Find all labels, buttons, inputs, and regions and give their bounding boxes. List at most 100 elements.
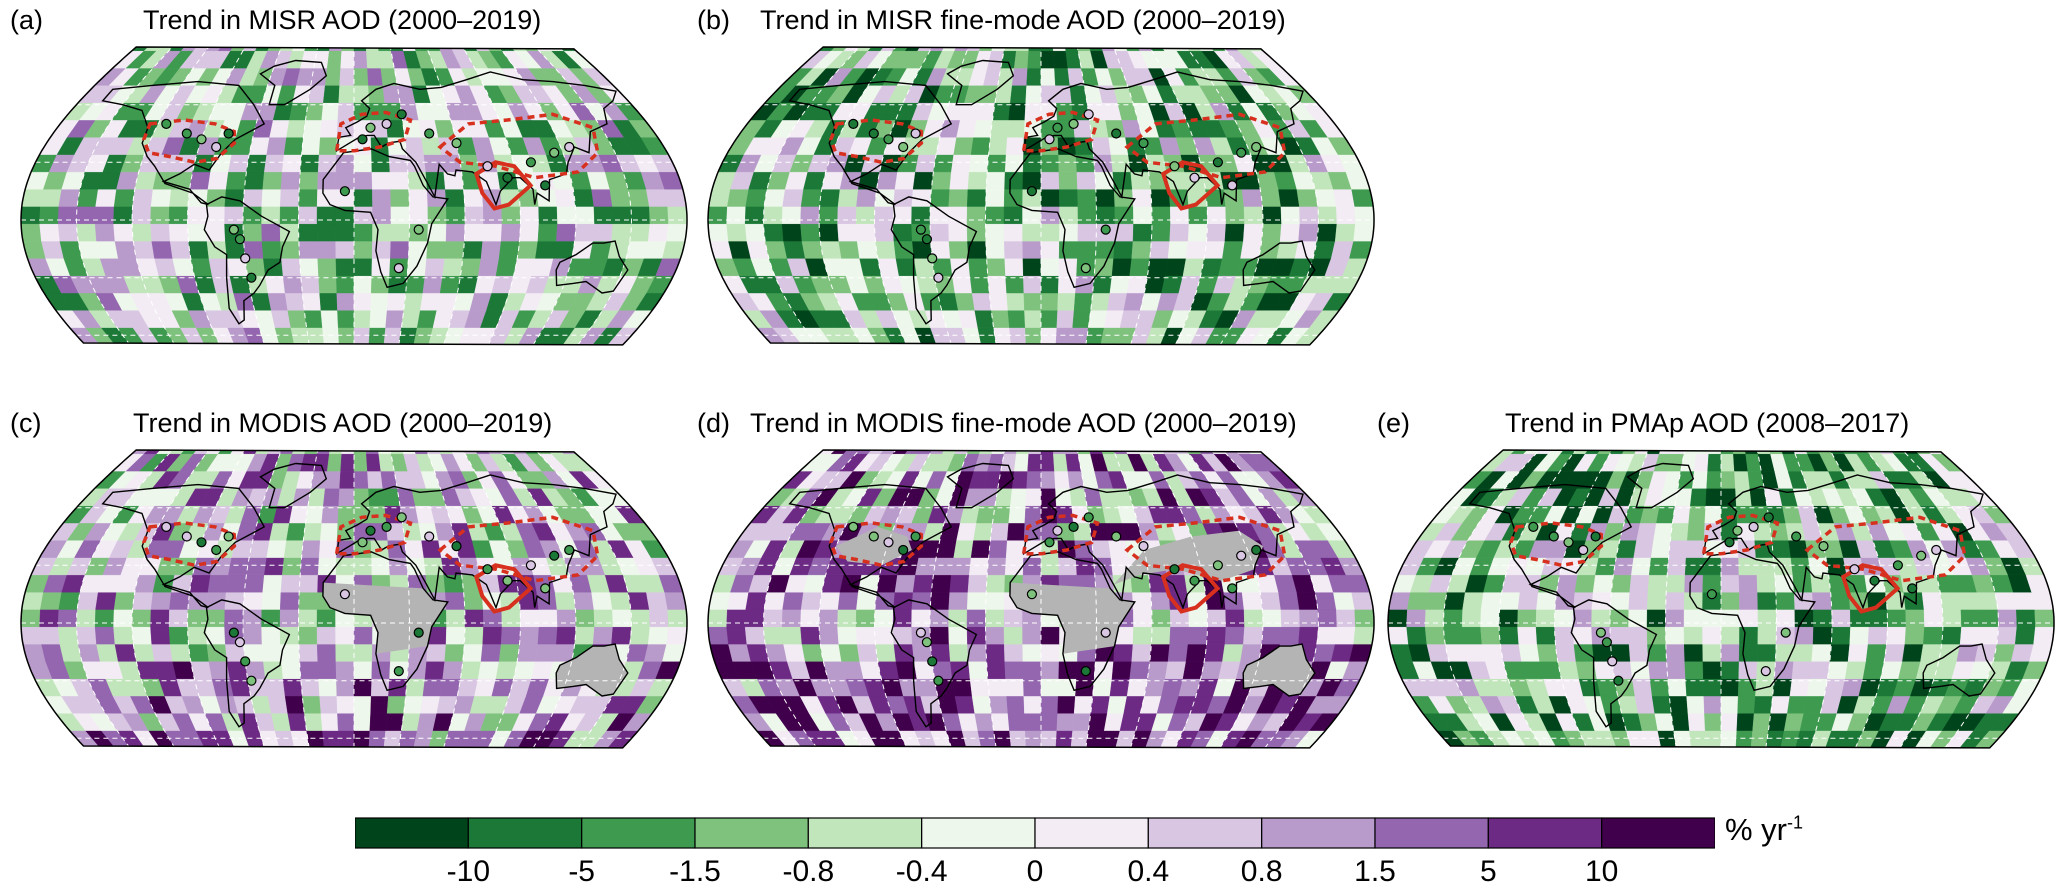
station-dot xyxy=(915,627,926,638)
station-dot xyxy=(181,128,192,139)
station-dot xyxy=(910,128,921,139)
station-dot xyxy=(482,161,493,172)
coastline-africa xyxy=(1009,551,1136,692)
trend-map xyxy=(707,449,1375,749)
region-outline-dashed xyxy=(334,513,413,556)
trend-map xyxy=(707,46,1375,346)
station-dot xyxy=(848,521,859,533)
graticule-line xyxy=(929,47,969,345)
map-border xyxy=(707,46,1375,346)
coastline-australia xyxy=(555,643,629,697)
coastline-australia xyxy=(1922,643,1996,697)
station-dot xyxy=(502,575,513,586)
region-outline-solid xyxy=(473,563,534,614)
station-dot xyxy=(1236,147,1247,158)
station-dot xyxy=(1251,544,1262,556)
coastline-samerica xyxy=(890,196,978,325)
station-dot xyxy=(1212,157,1224,168)
station-dot xyxy=(564,544,575,556)
colorbar-swatch xyxy=(921,817,1036,849)
station-dot xyxy=(564,141,575,153)
station-dot xyxy=(161,521,172,533)
station-dot xyxy=(228,224,239,235)
station-dot xyxy=(1068,118,1079,130)
trend-map xyxy=(20,46,688,346)
graticule-line xyxy=(426,450,466,748)
graticule-line xyxy=(186,47,246,345)
coastline-africa xyxy=(1689,551,1816,692)
graticule-line xyxy=(498,47,577,345)
station-dot xyxy=(223,531,234,542)
station-dot xyxy=(921,637,932,648)
station-dot xyxy=(1748,521,1759,533)
coastline-samerica xyxy=(890,599,978,728)
coastline-samerica xyxy=(203,196,291,325)
coastline-eurasia xyxy=(1702,474,1984,610)
no-data-land xyxy=(1243,644,1315,696)
station-dot xyxy=(898,141,909,153)
station-dot xyxy=(1138,540,1149,552)
station-dot xyxy=(1068,521,1079,533)
station-dot xyxy=(1578,544,1589,556)
region-outline-solid xyxy=(473,160,534,211)
station-dot xyxy=(396,512,407,523)
graticule-line xyxy=(1185,450,1264,748)
colorbar-swatch xyxy=(694,817,809,849)
coastline-australia xyxy=(555,240,629,294)
map-border xyxy=(707,449,1375,749)
station-dot xyxy=(1601,637,1612,648)
colorbar-tick-label: 0.4 xyxy=(1127,855,1170,888)
station-dot xyxy=(1052,525,1063,536)
station-dot xyxy=(357,134,368,145)
station-dot xyxy=(240,656,251,667)
station-dot xyxy=(1607,656,1618,667)
station-dot xyxy=(339,589,350,600)
coastline-eurasia xyxy=(335,474,617,610)
station-dot xyxy=(396,109,407,120)
graticule-line xyxy=(929,450,969,748)
region-outline-dashed xyxy=(334,110,413,153)
station-dot xyxy=(1907,583,1918,594)
panel-tag: (a) xyxy=(10,5,43,35)
station-dot xyxy=(1528,521,1539,533)
colorbar-tick-label: -0.4 xyxy=(895,855,948,888)
colorbar-swatch xyxy=(1487,817,1603,849)
graticule-line xyxy=(1222,450,1320,748)
trend-grid xyxy=(708,450,1374,748)
station-dot xyxy=(1227,583,1238,594)
station-dot xyxy=(1189,575,1200,586)
station-dot xyxy=(381,118,392,130)
station-dot xyxy=(540,180,551,191)
station-dot xyxy=(883,134,894,145)
graticule-line xyxy=(762,47,860,345)
station-dot xyxy=(1791,531,1802,542)
station-dot xyxy=(868,128,879,139)
station-dot xyxy=(1052,122,1063,133)
station-dot xyxy=(413,224,424,235)
panel-a: (a) Trend in MISR AOD (2000–2019) xyxy=(10,5,690,395)
graticule-line xyxy=(535,47,633,345)
coastline-greenland xyxy=(946,59,1015,106)
graticule-line xyxy=(186,450,246,748)
station-dot xyxy=(381,521,392,533)
station-dot xyxy=(1548,531,1559,542)
colorbar-tick-label: -5 xyxy=(568,855,595,888)
colorbar-unit: % yr-1 xyxy=(1725,812,1803,848)
station-dot xyxy=(1138,137,1149,149)
panel-tag: (e) xyxy=(1377,408,1410,438)
station-dot xyxy=(1026,589,1037,600)
station-dot xyxy=(413,627,424,638)
colorbar-swatch xyxy=(1601,817,1715,849)
station-dot xyxy=(927,656,938,667)
station-dot xyxy=(1706,589,1717,600)
station-dot xyxy=(1563,537,1574,548)
region-outline-dashed xyxy=(142,521,237,568)
trend-grid xyxy=(708,47,1374,345)
station-dot xyxy=(1595,627,1606,638)
region-outline-solid xyxy=(1160,160,1221,211)
region-outline-dashed xyxy=(142,118,237,165)
station-dot xyxy=(365,525,376,536)
station-dot xyxy=(451,540,462,552)
colorbar-tick-label: 0.8 xyxy=(1240,855,1283,888)
station-dot xyxy=(848,118,859,130)
